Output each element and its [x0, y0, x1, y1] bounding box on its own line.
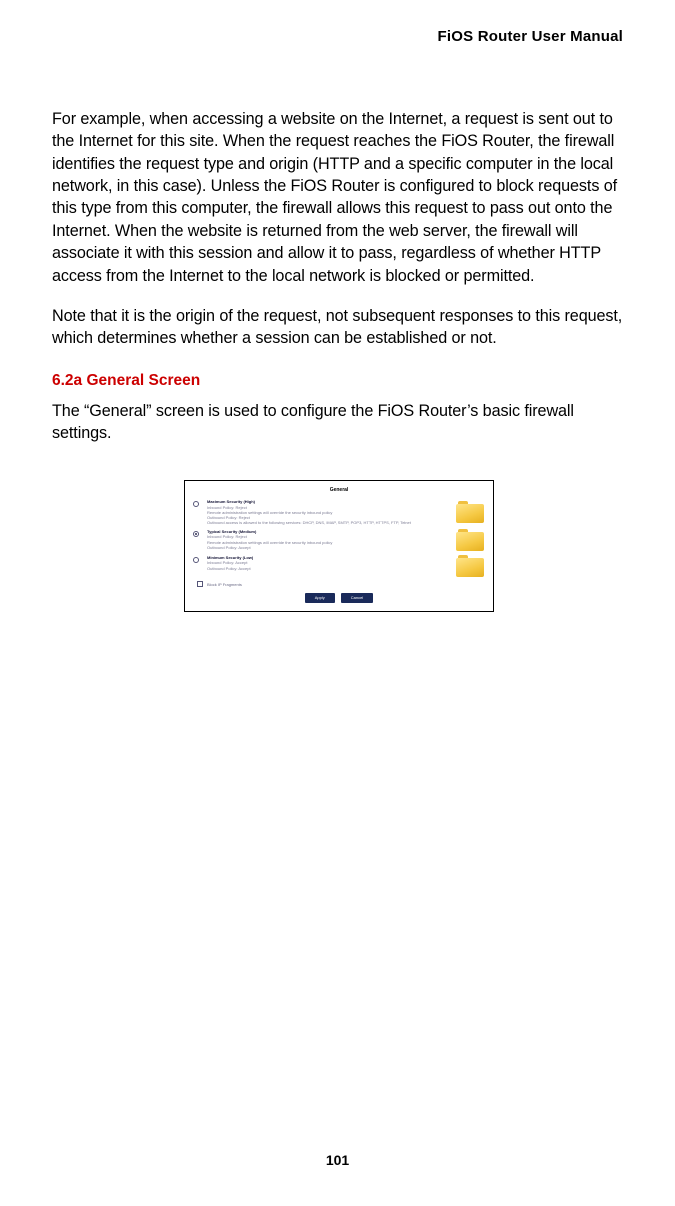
- folder-icon: [456, 501, 484, 523]
- option-desc: Outbound Policy: Accept: [207, 566, 447, 571]
- option-desc: Outbound Policy: Accept: [207, 545, 447, 550]
- body-paragraph-2: Note that it is the origin of the reques…: [52, 305, 626, 350]
- radio-column: [191, 529, 201, 551]
- body-paragraph-1: For example, when accessing a website on…: [52, 108, 626, 287]
- figure-container: General Maximum Security (High) Inbound …: [52, 480, 626, 612]
- cancel-button[interactable]: Cancel: [341, 593, 373, 603]
- folder-icon: [456, 555, 484, 577]
- figure-button-bar: Apply Cancel: [191, 593, 487, 603]
- option-desc: Outbound access is allowed to the follow…: [207, 520, 447, 525]
- radio-max-security[interactable]: [193, 501, 199, 507]
- figure-title: General: [191, 487, 487, 493]
- section-intro: The “General” screen is used to configur…: [52, 400, 626, 445]
- security-option-row: Maximum Security (High) Inbound Policy: …: [191, 499, 487, 525]
- section-heading: 6.2a General Screen: [52, 372, 626, 390]
- radio-typical-security[interactable]: [193, 531, 199, 537]
- folder-column: [453, 499, 487, 525]
- option-text: Typical Security (Medium) Inbound Policy…: [207, 529, 447, 551]
- folder-column: [453, 529, 487, 551]
- block-ip-fragments-checkbox[interactable]: [197, 581, 203, 587]
- footer-checkbox-label: Block IP Fragments: [207, 582, 242, 587]
- radio-column: [191, 555, 201, 577]
- page-number: 101: [0, 1152, 675, 1168]
- figure-footer-row: Block IP Fragments: [191, 581, 487, 587]
- radio-min-security[interactable]: [193, 557, 199, 563]
- option-text: Minimum Security (Low) Inbound Policy: A…: [207, 555, 447, 577]
- security-option-row: Typical Security (Medium) Inbound Policy…: [191, 529, 487, 551]
- page-content: For example, when accessing a website on…: [52, 108, 626, 612]
- radio-column: [191, 499, 201, 525]
- security-option-row: Minimum Security (Low) Inbound Policy: A…: [191, 555, 487, 577]
- general-screen-figure: General Maximum Security (High) Inbound …: [184, 480, 494, 612]
- apply-button[interactable]: Apply: [305, 593, 335, 603]
- folder-icon: [456, 529, 484, 551]
- folder-column: [453, 555, 487, 577]
- page-header: FiOS Router User Manual: [438, 28, 623, 45]
- option-text: Maximum Security (High) Inbound Policy: …: [207, 499, 447, 525]
